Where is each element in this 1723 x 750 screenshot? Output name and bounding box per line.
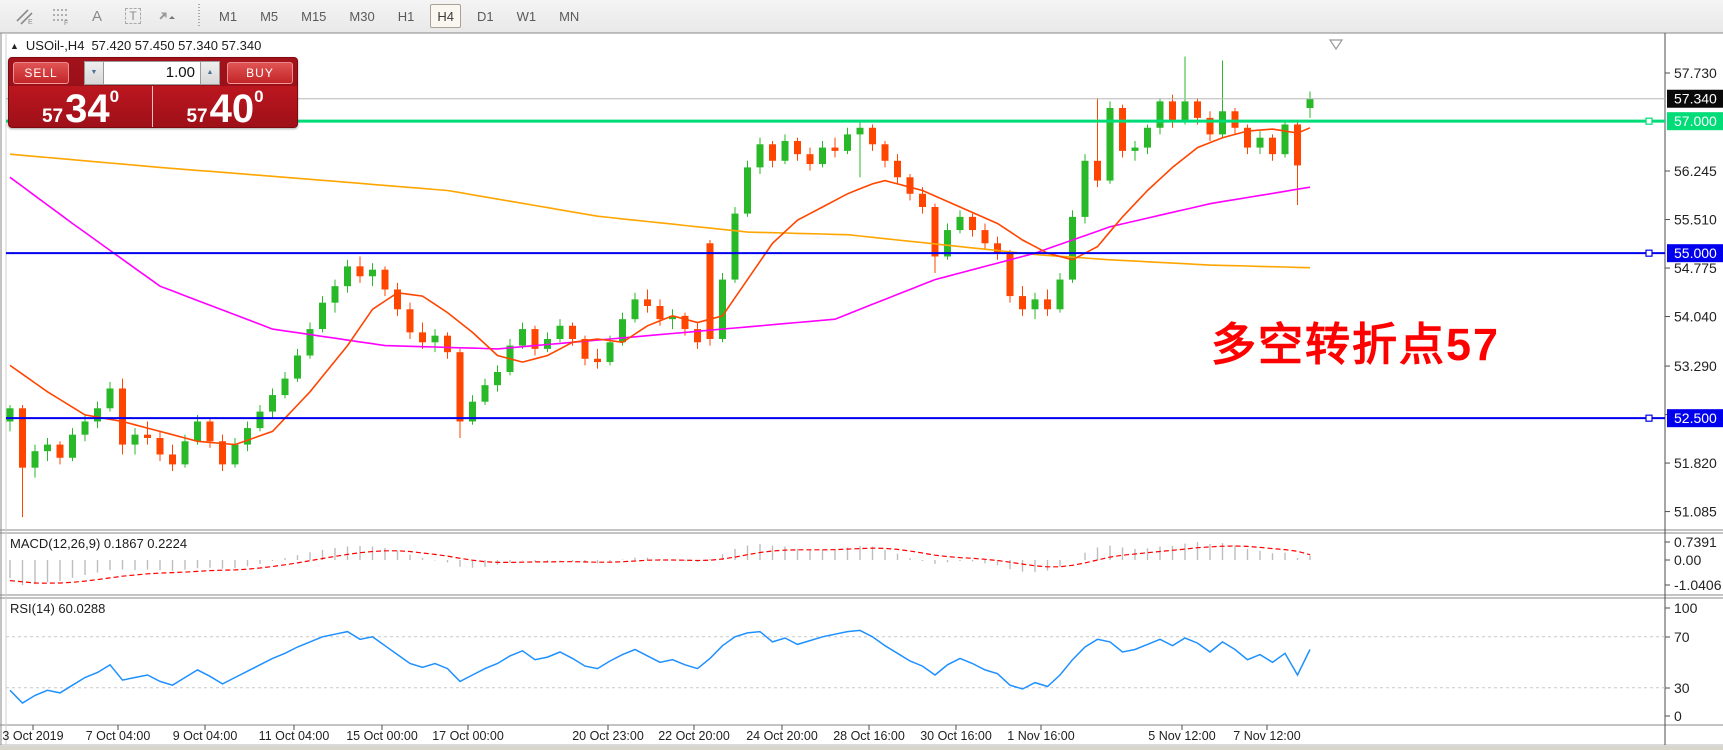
date-label: 17 Oct 00:00	[432, 729, 504, 743]
ma-slow-orange	[9, 153, 1311, 269]
hline-55-badge-label: 55.000	[1674, 245, 1717, 261]
hline-57-badge	[1667, 112, 1723, 131]
chart-text-annotation: 多空转折点57	[1211, 319, 1501, 370]
timeframe-button-m5[interactable]: M5	[260, 8, 279, 24]
timeframe-button-m1[interactable]: M1	[219, 8, 238, 24]
chart-window[interactable]: 57.730 56.245 55.510 54.775 54.040 53.290 52.5…	[0, 33, 1723, 750]
quote-ohlc: 57.420 57.450 57.340 57.340	[91, 38, 262, 53]
hline-57-badge-label: 57.000	[1674, 113, 1717, 129]
date-label: 9 Oct 04:00	[173, 729, 238, 743]
macd-label: MACD(12,26,9) 0.1867 0.2224	[10, 536, 188, 551]
candlesticks	[6, 56, 1314, 518]
ma-fast-orangered	[9, 127, 1311, 446]
rsi-axis-label: 70	[1674, 629, 1690, 645]
macd-signal-line	[9, 545, 1311, 584]
date-label: 3 Oct 2019	[2, 729, 63, 743]
sell-price-prefix: 57	[41, 106, 64, 127]
date-label: 30 Oct 16:00	[920, 729, 992, 743]
timeframe-button-h1[interactable]: H1	[397, 8, 415, 24]
hline-52.5-badge	[1667, 409, 1723, 428]
text-label-icon[interactable]: T	[118, 3, 148, 29]
macd-panel: 0.7391 0.00 -1.0406	[9, 534, 1722, 593]
date-label: 11 Oct 04:00	[259, 729, 330, 743]
timeframe-button-d1[interactable]: D1	[476, 8, 494, 24]
equidistant-channel-icon[interactable]: E	[10, 3, 40, 29]
ma-mid-magenta	[9, 176, 1311, 350]
rsi-axis-label: 100	[1674, 600, 1698, 616]
svg-text:E: E	[28, 19, 33, 25]
buy-price-button[interactable]: 57 40 0	[153, 86, 297, 128]
chart-shift-marker-icon[interactable]	[1328, 39, 1344, 51]
collapse-quote-icon[interactable]: ▲	[10, 40, 19, 51]
time-axis[interactable]: 3 Oct 2019 7 Oct 04:00 9 Oct 04:00 11 Oct 0…	[2, 725, 1301, 743]
rsi-axis-label: 30	[1674, 680, 1690, 696]
price-tick-label: 56.245	[1674, 163, 1717, 179]
svg-text:F: F	[64, 20, 68, 25]
support-line-55-handle[interactable]	[1645, 249, 1653, 257]
arrows-icon[interactable]	[154, 3, 184, 29]
bid-price-badge-label: 57.340	[1674, 91, 1717, 107]
buy-price-sup: 0	[254, 87, 264, 106]
rsi-label: RSI(14) 60.0288	[10, 601, 106, 616]
price-tick-label: 53.290	[1674, 358, 1717, 374]
timeframe-toolbar: M1 M5 M15 M30 H1 H4 D1 W1 MN	[208, 4, 589, 28]
macd-axis-label: -1.0406	[1674, 577, 1722, 593]
price-axis[interactable]: 57.730 56.245 55.510 54.775 54.040 53.290 52.5…	[1665, 65, 1723, 520]
price-tick-label: 54.040	[1674, 309, 1717, 325]
volume-decrease-button[interactable]: ▼	[84, 60, 104, 85]
date-label: 24 Oct 20:00	[746, 729, 818, 743]
resistance-line-57-handle[interactable]	[1645, 117, 1653, 125]
rsi-axis-label: 0	[1674, 708, 1682, 724]
sell-price-button[interactable]: 57 34 0	[9, 86, 153, 128]
rsi-line	[9, 629, 1311, 704]
date-label: 28 Oct 16:00	[833, 729, 905, 743]
date-label: 1 Nov 16:00	[1007, 729, 1074, 743]
support-line-52.5-handle[interactable]	[1645, 414, 1653, 422]
price-tick-label: 54.775	[1674, 260, 1717, 276]
date-label: 15 Oct 00:00	[346, 729, 418, 743]
sell-price-sup: 0	[109, 87, 120, 106]
date-label: 7 Nov 12:00	[1233, 729, 1300, 743]
price-tick-label: 51.820	[1674, 455, 1717, 471]
hline-52.5-badge-label: 52.500	[1674, 410, 1717, 426]
symbol-period-label: USOil-,H4	[25, 38, 85, 53]
buy-button[interactable]: BUY	[227, 61, 293, 84]
timeframe-button-m15[interactable]: M15	[301, 8, 327, 24]
sell-price-big: 34	[65, 87, 110, 128]
macd-axis-label: 0.00	[1674, 552, 1701, 568]
fibonacci-icon[interactable]: F	[46, 3, 76, 29]
timeframe-button-mn[interactable]: MN	[559, 8, 580, 24]
chart-canvas[interactable]: 57.730 56.245 55.510 54.775 54.040 53.290 52.5…	[0, 33, 1723, 750]
rsi-panel: 100 70 30 0	[6, 600, 1698, 724]
hline-55-badge	[1667, 244, 1723, 263]
timeframe-button-w1[interactable]: W1	[516, 8, 537, 24]
date-label: 5 Nov 12:00	[1148, 729, 1215, 743]
date-label: 20 Oct 23:00	[572, 729, 644, 743]
quote-line: ▲ USOil-,H4 57.420 57.450 57.340 57.340	[10, 38, 261, 53]
timeframe-button-h4[interactable]: H4	[430, 4, 461, 28]
price-tick-label: 51.085	[1674, 504, 1717, 520]
date-label: 7 Oct 04:00	[86, 729, 151, 743]
date-label: 22 Oct 20:00	[658, 729, 730, 743]
text-icon[interactable]: A	[91, 7, 102, 25]
panel-borders	[0, 33, 1723, 750]
toolbar-grip[interactable]	[198, 4, 200, 28]
bid-price-badge	[1667, 89, 1723, 108]
timeframe-button-m30[interactable]: M30	[349, 8, 375, 24]
macd-axis-label: 0.7391	[1674, 534, 1717, 550]
volume-input[interactable]	[104, 60, 200, 85]
sell-button[interactable]: SELL	[13, 61, 69, 84]
volume-increase-button[interactable]: ▲	[200, 60, 220, 85]
buy-price-prefix: 57	[186, 106, 208, 127]
price-tick-label: 57.730	[1674, 65, 1717, 81]
one-click-trading-panel: SELL ▼ ▲ BUY 57 34 0 57 40 0	[8, 57, 298, 128]
buy-price-big: 40	[209, 87, 255, 128]
price-tick-label: 55.510	[1674, 212, 1717, 228]
